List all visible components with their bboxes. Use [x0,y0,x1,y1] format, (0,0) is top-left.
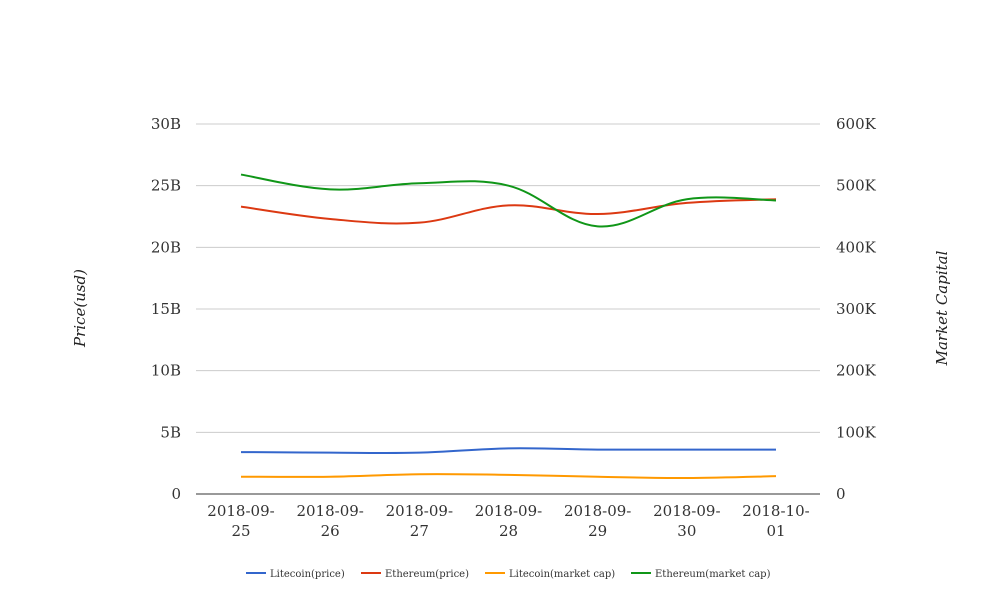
y-tick-label: 30B [151,115,181,133]
y-tick-label: 5B [160,423,181,441]
legend-item[interactable]: Litecoin(price) [246,569,345,580]
y-tick-label: 25B [151,177,181,195]
y-tick-label: 0 [171,485,181,503]
y-tick-label: 20B [151,238,181,256]
y-axis-title: Price(usd) [71,269,89,348]
y2-tick-label: 500K [836,177,877,195]
y2-tick-label: 200K [836,362,877,380]
y2-axis-title: Market Capital [933,250,951,366]
legend-label: Ethereum(market cap) [655,569,771,580]
legend-item[interactable]: Ethereum(price) [361,569,469,580]
y-tick-label: 15B [151,300,181,318]
x-tick-label: 2018-09-26 [296,502,363,540]
legend-item[interactable]: Ethereum(market cap) [631,569,771,580]
legend-label: Ethereum(price) [385,569,469,580]
y-tick-label: 10B [151,362,181,380]
right-y-axis: 0 100K 200K 300K 400K 500K 600K [836,115,877,503]
legend-label: Litecoin(price) [270,569,345,580]
series-lines [240,173,777,479]
x-tick-label: 2018-09-30 [653,502,720,540]
y2-tick-label: 100K [836,423,877,441]
y2-tick-label: 600K [836,115,877,133]
x-tick-label: 2018-10-01 [742,502,809,540]
series-line-ethereum-market-cap [240,173,777,228]
x-tick-label: 2018-09-27 [386,502,453,540]
series-line-litecoin-price [240,447,776,455]
x-tick-label: 2018-09-29 [564,502,631,540]
legend-label: Litecoin(market cap) [509,569,615,580]
x-tick-label: 2018-09-25 [207,502,274,540]
x-tick-label: 2018-09-28 [475,502,542,540]
y2-tick-label: 400K [836,238,877,256]
legend-item[interactable]: Litecoin(market cap) [485,569,615,580]
gridlines [196,123,820,495]
left-y-axis: 0 5B 10B 15B 20B 25B 30B [151,115,181,503]
legend: Litecoin(price) Ethereum(price) Litecoin(m… [246,569,771,580]
x-axis: 2018-09-25 2018-09-26 2018-09-27 2018-09-28… [207,502,809,540]
series-line-litecoin-market-cap [240,473,777,479]
series-line-ethereum-price [240,198,777,225]
y2-tick-label: 0 [836,485,846,503]
y2-tick-label: 300K [836,300,877,318]
